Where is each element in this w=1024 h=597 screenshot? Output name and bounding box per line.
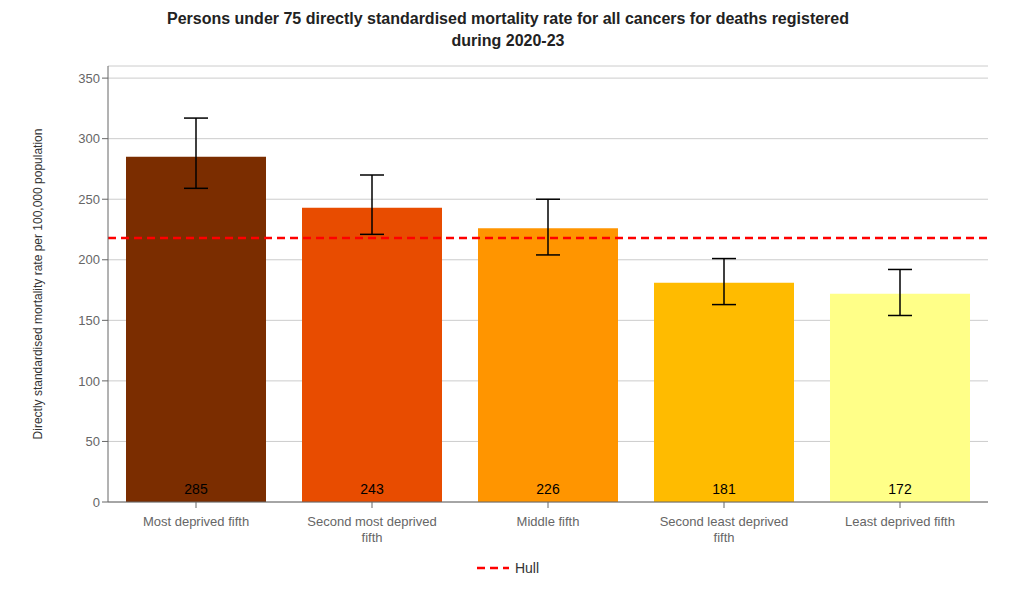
svg-text:285: 285 [184, 481, 208, 497]
svg-text:Least deprived fifth: Least deprived fifth [845, 514, 955, 529]
svg-text:100: 100 [78, 374, 100, 389]
svg-text:Directly standardised mortalit: Directly standardised mortality rate per… [31, 129, 45, 440]
svg-text:172: 172 [888, 481, 912, 497]
svg-text:50: 50 [86, 434, 100, 449]
svg-text:Middle fifth: Middle fifth [517, 514, 580, 529]
svg-text:200: 200 [78, 252, 100, 267]
svg-text:Second most deprivedfifth: Second most deprivedfifth [307, 514, 436, 545]
svg-text:250: 250 [78, 192, 100, 207]
svg-text:181: 181 [712, 481, 736, 497]
svg-text:0: 0 [93, 495, 100, 510]
html-text:Hull: Hull [514, 560, 540, 576]
svg-text:Most deprived fifth: Most deprived fifth [143, 514, 249, 529]
svg-text:150: 150 [78, 313, 100, 328]
svg-text:300: 300 [78, 131, 100, 146]
svg-text:350: 350 [78, 71, 100, 86]
svg-text:Second least deprivedfifth: Second least deprivedfifth [660, 514, 789, 545]
html-text:Persons under 75 directly stan: Persons under 75 directly standardised m… [167, 10, 849, 49]
svg-text:226: 226 [536, 481, 560, 497]
svg-text:243: 243 [360, 481, 384, 497]
